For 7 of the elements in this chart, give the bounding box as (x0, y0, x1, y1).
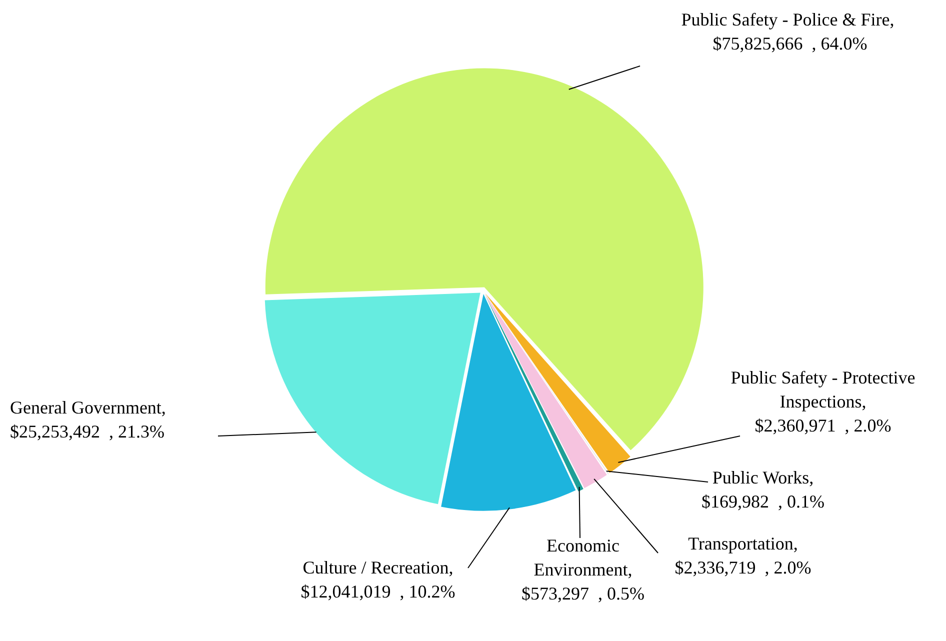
slice-label: Economic Environment, $573,297 , 0.5% (522, 536, 644, 604)
slice-label: Public Safety - Police & Fire, $75,825,666 , 64.0% (681, 10, 899, 54)
slice-label: Public Safety - Protective Inspections, $2,360,971 , 2.0% (730, 368, 916, 436)
slice-label: General Government, $25,253,492 , 21.3% (10, 398, 166, 442)
slice-label: Transportation, $2,336,719 , 2.0% (674, 534, 812, 578)
slice-label: Public Works, $169,982 , 0.1% (702, 468, 824, 512)
slice-label: Culture / Recreation, $12,041,019 , 10.2% (300, 558, 456, 602)
